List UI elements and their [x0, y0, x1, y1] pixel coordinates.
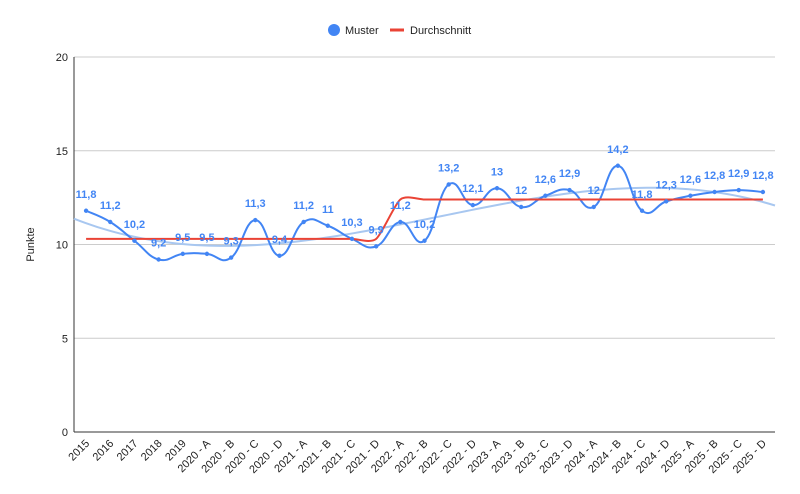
x-tick-2018: 2018: [139, 438, 165, 464]
point-2017: [132, 238, 137, 243]
point-2021-c: [349, 236, 355, 242]
data-label-2021-d: 9,9: [369, 224, 384, 236]
point-2019: [180, 251, 185, 257]
point-2025-c: [736, 187, 741, 193]
point-2023-d: [567, 187, 572, 193]
x-tick-2015: 2015: [66, 438, 92, 464]
point-2023-c: [543, 193, 548, 198]
data-label-2021-b: 11: [322, 204, 334, 216]
point-2022-b: [422, 238, 427, 243]
point-2021-b: [325, 223, 331, 228]
data-label-2021-c: 10,3: [341, 217, 362, 229]
point-2015: [83, 208, 89, 213]
point-2023-a: [494, 186, 500, 191]
x-tick-2017: 2017: [115, 438, 141, 464]
point-2024-b: [615, 163, 621, 168]
data-label-2020-c: 11,3: [245, 198, 266, 210]
x-tick-2016: 2016: [91, 438, 117, 464]
legend: Muster Durchschnitt: [328, 24, 471, 37]
y-tick-20: 20: [56, 52, 68, 64]
data-label-2016: 11,2: [100, 200, 121, 212]
point-2020-b: [228, 255, 234, 260]
data-label-2022-a: 11,2: [390, 200, 411, 212]
data-label-2020-d: 9,4: [272, 234, 288, 246]
point-2025-a: [688, 193, 693, 198]
data-label-2020-a: 9,5: [199, 232, 214, 244]
point-2025-b: [712, 189, 717, 195]
data-label-2024-a: 12: [588, 185, 600, 197]
legend-label-muster: Muster: [345, 25, 379, 37]
point-2020-c: [253, 217, 258, 223]
point-2020-d: [277, 253, 282, 258]
data-label-2022-d: 12,1: [462, 183, 483, 195]
trendline: [73, 186, 776, 247]
point-2024-a: [591, 204, 596, 210]
y-axis-ticks: 0 5 10 15 20: [56, 52, 68, 439]
point-2020-a: [204, 251, 210, 257]
point-2021-a: [301, 219, 306, 225]
data-label-2025-c: 12,9: [728, 168, 749, 180]
y-tick-15: 15: [56, 146, 68, 158]
point-2023-b: [518, 204, 524, 210]
data-label-2020-b: 9,3: [223, 236, 238, 248]
data-label-2025-d: 12,8: [752, 170, 773, 182]
data-label-2025-b: 12,8: [704, 170, 725, 182]
point-2016: [108, 219, 113, 225]
data-label-2015: 11,8: [76, 189, 97, 201]
y-tick-0: 0: [62, 427, 68, 439]
data-label-2018: 9,2: [151, 238, 166, 250]
data-label-2025-a: 12,6: [680, 174, 701, 186]
legend-marker-muster: [328, 24, 340, 36]
data-label-2022-b: 10,2: [414, 219, 435, 231]
data-label-2019: 9,5: [175, 232, 190, 244]
data-label-2024-c: 11,8: [632, 189, 653, 201]
point-2022-a: [398, 219, 403, 225]
data-label-2023-b: 12: [515, 185, 527, 197]
data-labels: 11,811,210,29,2 9,5 9,5 9,311,39,411,2 1110,…: [76, 144, 774, 250]
point-2018: [156, 257, 161, 262]
data-label-2024-b: 14,2: [607, 144, 628, 156]
point-2024-c: [639, 208, 645, 213]
data-points: [83, 163, 766, 262]
point-2024-d: [664, 199, 669, 204]
data-label-2017: 10,2: [124, 219, 145, 231]
trendline-path: [73, 186, 776, 247]
series-line-durchschnitt: [86, 196, 763, 242]
data-label-2022-c: 13,2: [438, 163, 459, 175]
data-label-2023-d: 12,9: [559, 168, 580, 180]
data-label-2023-c: 12,6: [535, 174, 556, 186]
legend-label-durchschnitt: Durchschnitt: [410, 25, 471, 37]
y-tick-5: 5: [62, 333, 68, 345]
point-2025-d: [760, 189, 766, 195]
point-2022-c: [446, 182, 451, 187]
data-label-2024-d: 12,3: [656, 179, 677, 191]
data-label-2021-a: 11,2: [293, 200, 314, 212]
y-tick-10: 10: [56, 240, 68, 252]
y-axis-label: Punkte: [25, 227, 37, 261]
data-label-2023-a: 13: [491, 166, 503, 178]
point-2021-d: [373, 244, 379, 249]
point-2022-d: [470, 202, 476, 208]
